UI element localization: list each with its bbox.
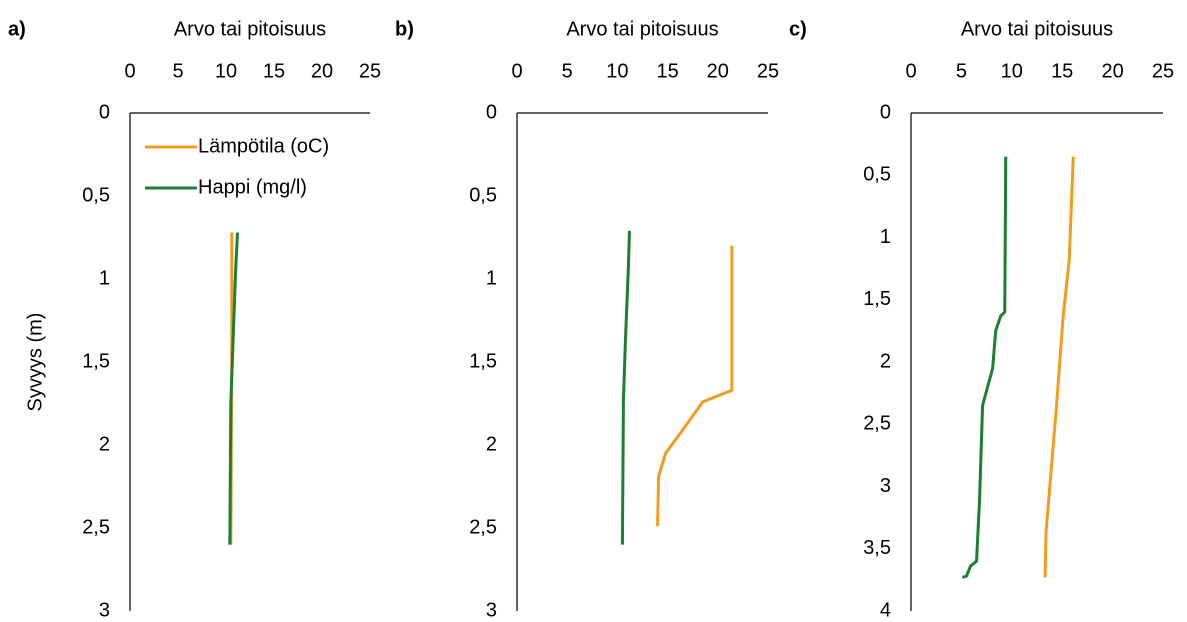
x-tick-label: 10 [606,60,628,82]
panel-label: c) [789,18,807,40]
x-tick-label: 15 [1051,60,1073,82]
x-tick-label: 15 [656,60,678,82]
y-tick-label: 0 [486,101,497,123]
x-tick-label: 25 [359,60,381,82]
y-tick-label: 1,5 [469,350,497,372]
x-tick-label: 0 [511,60,522,82]
y-tick-label: 3,5 [863,537,891,559]
y-tick-label: 4 [880,599,891,621]
x-axis-title: Arvo tai pitoisuus [961,18,1113,40]
y-tick-label: 3 [99,599,110,621]
x-axis-title: Arvo tai pitoisuus [566,18,718,40]
x-tick-label: 0 [124,60,135,82]
x-tick-label: 20 [1101,60,1123,82]
y-tick-label: 2 [486,433,497,455]
y-tick-label: 2 [99,433,110,455]
legend-label: Happi (mg/l) [198,176,307,198]
x-tick-label: 15 [263,60,285,82]
y-tick-label: 0 [880,101,891,123]
x-tick-label: 5 [562,60,573,82]
legend-label: Lämpötila (oC) [198,135,329,157]
series-line [656,245,734,527]
y-tick-label: 2,5 [469,516,497,538]
y-tick-label: 0 [99,101,110,123]
x-tick-label: 25 [1152,60,1174,82]
panel-label: a) [8,18,26,40]
series-line [228,232,240,545]
y-tick-label: 0,5 [863,164,891,186]
y-tick-label: 1 [99,267,110,289]
x-tick-label: 5 [172,60,183,82]
y-tick-label: 1,5 [863,288,891,310]
x-axis-title: Arvo tai pitoisuus [174,18,326,40]
x-tick-label: 10 [1001,60,1023,82]
y-tick-label: 0,5 [469,184,497,206]
y-tick-label: 3 [486,599,497,621]
x-tick-label: 20 [311,60,333,82]
y-tick-label: 2,5 [82,516,110,538]
y-tick-label: 0,5 [82,184,110,206]
series-line [1043,156,1075,578]
y-tick-label: 3 [880,475,891,497]
x-tick-label: 25 [757,60,779,82]
y-tick-label: 1,5 [82,350,110,372]
y-axis-title: Syvyys (m) [24,313,46,412]
y-tick-label: 2,5 [863,413,891,435]
y-tick-label: 2 [880,350,891,372]
x-tick-label: 10 [215,60,237,82]
y-tick-label: 1 [880,226,891,248]
series-line [961,156,1008,579]
y-tick-label: 1 [486,267,497,289]
panel-label: b) [395,18,414,40]
x-tick-label: 0 [905,60,916,82]
x-tick-label: 5 [956,60,967,82]
x-tick-label: 20 [707,60,729,82]
series-line [620,230,631,545]
